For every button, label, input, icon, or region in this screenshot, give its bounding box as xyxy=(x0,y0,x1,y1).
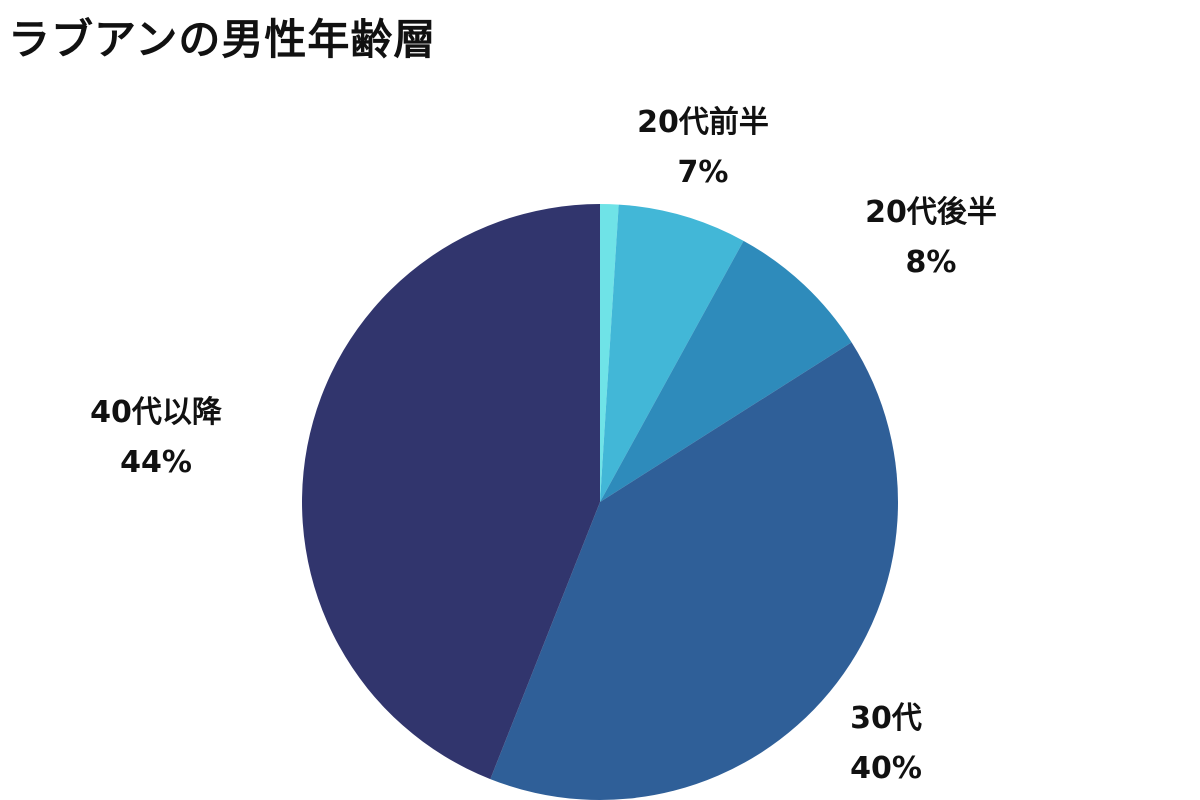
slice-label-2: 20代後半 xyxy=(865,195,997,230)
pie-slices xyxy=(302,204,899,800)
slice-label-1: 20代前半 xyxy=(637,105,769,140)
pie-slice-1 xyxy=(600,204,744,502)
pie-labels: 20代前半 7% 20代後半 8% 30代 40% 40代以降 44% xyxy=(90,105,997,786)
slice-label-3: 30代 xyxy=(850,701,922,736)
slice-percent-1: 7% xyxy=(678,155,729,190)
pie-slice-2 xyxy=(600,240,852,503)
pie-slice-0 xyxy=(600,204,619,502)
chart-title: ラブアンの男性年齢層 xyxy=(8,15,437,64)
slice-label-4: 40代以降 xyxy=(90,395,223,430)
slice-percent-3: 40% xyxy=(850,751,922,786)
pie-slice-4 xyxy=(302,204,600,780)
pie-slice-3 xyxy=(490,342,899,800)
slice-percent-2: 8% xyxy=(906,245,957,280)
slice-percent-4: 44% xyxy=(120,445,192,480)
